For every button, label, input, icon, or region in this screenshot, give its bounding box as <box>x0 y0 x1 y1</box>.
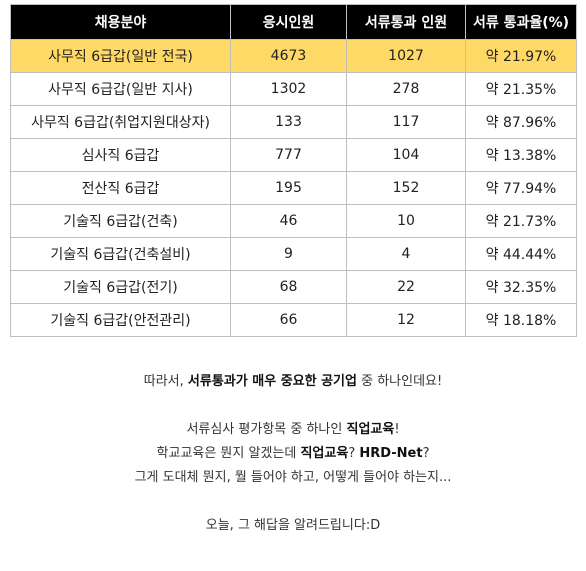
table-row: 심사직 6급갑 777 104 약 13.38% <box>10 138 577 172</box>
cell-field: 사무직 6급갑(취업지원대상자) <box>10 105 231 139</box>
header-passed: 서류통과 인원 <box>346 4 466 40</box>
cell-pass-rate: 약 77.94% <box>465 171 577 205</box>
text-span: ? <box>348 446 360 461</box>
cell-applicants: 4673 <box>230 39 347 73</box>
recruitment-table-container: 채용분야 응시인원 서류통과 인원 서류 통과율(%) 사무직 6급갑(일반 전… <box>10 4 577 337</box>
paragraph-3: 학교교육은 뭔지 알겠는데 직업교육? HRD-Net? <box>0 442 586 466</box>
cell-pass-rate: 약 32.35% <box>465 270 577 304</box>
paragraph-1: 따라서, 서류통과가 매우 중요한 공기업 중 하나인데요! <box>0 370 586 394</box>
cell-passed: 117 <box>346 105 466 139</box>
cell-applicants: 133 <box>230 105 347 139</box>
bold-text: 직업교육 <box>300 446 349 461</box>
cell-passed: 1027 <box>346 39 466 73</box>
cell-applicants: 46 <box>230 204 347 238</box>
cell-applicants: 9 <box>230 237 347 271</box>
cell-applicants: 68 <box>230 270 347 304</box>
bold-text: 서류통과가 매우 중요한 공기업 <box>187 374 357 389</box>
text-span: 중 하나인데요! <box>356 374 443 389</box>
table-row: 기술직 6급갑(건축설비) 9 4 약 44.44% <box>10 237 577 271</box>
table-body: 사무직 6급갑(일반 전국) 4673 1027 약 21.97% 사무직 6급갑(일반… <box>10 39 577 337</box>
bold-text: 직업교육 <box>346 422 395 437</box>
cell-pass-rate: 약 44.44% <box>465 237 577 271</box>
cell-field: 기술직 6급갑(건축설비) <box>10 237 231 271</box>
cell-field: 심사직 6급갑 <box>10 138 231 172</box>
cell-passed: 152 <box>346 171 466 205</box>
paragraph-2: 서류심사 평가항목 중 하나인 직업교육! <box>0 418 586 442</box>
cell-pass-rate: 약 13.38% <box>465 138 577 172</box>
cell-field: 전산직 6급갑 <box>10 171 231 205</box>
cell-applicants: 1302 <box>230 72 347 106</box>
table-row: 기술직 6급갑(안전관리) 66 12 약 18.18% <box>10 303 577 337</box>
cell-applicants: 66 <box>230 303 347 337</box>
cell-pass-rate: 약 21.73% <box>465 204 577 238</box>
header-applicants: 응시인원 <box>230 4 347 40</box>
header-field: 채용분야 <box>10 4 231 40</box>
recruitment-table: 채용분야 응시인원 서류통과 인원 서류 통과율(%) 사무직 6급갑(일반 전… <box>10 4 577 337</box>
cell-passed: 104 <box>346 138 466 172</box>
text-span: ! <box>394 422 400 437</box>
table-row: 기술직 6급갑(건축) 46 10 약 21.73% <box>10 204 577 238</box>
cell-pass-rate: 약 18.18% <box>465 303 577 337</box>
text-span: 학교교육은 뭔지 알겠는데 <box>156 446 301 461</box>
bold-text: HRD-Net <box>359 446 423 461</box>
table-row: 기술직 6급갑(전기) 68 22 약 32.35% <box>10 270 577 304</box>
cell-pass-rate: 약 21.97% <box>465 39 577 73</box>
table-row: 사무직 6급갑(일반 전국) 4673 1027 약 21.97% <box>10 39 577 73</box>
cell-passed: 4 <box>346 237 466 271</box>
cell-passed: 278 <box>346 72 466 106</box>
table-row: 전산직 6급갑 195 152 약 77.94% <box>10 171 577 205</box>
table-row: 사무직 6급갑(취업지원대상자) 133 117 약 87.96% <box>10 105 577 139</box>
text-span: ? <box>422 446 430 461</box>
cell-field: 기술직 6급갑(건축) <box>10 204 231 238</box>
cell-passed: 22 <box>346 270 466 304</box>
table-header-row: 채용분야 응시인원 서류통과 인원 서류 통과율(%) <box>10 4 577 40</box>
cell-passed: 10 <box>346 204 466 238</box>
cell-pass-rate: 약 87.96% <box>465 105 577 139</box>
cell-field: 사무직 6급갑(일반 지사) <box>10 72 231 106</box>
paragraph-4: 그게 도대체 뭔지, 뭘 들어야 하고, 어떻게 들어야 하는지... <box>134 470 452 485</box>
cell-field: 기술직 6급갑(전기) <box>10 270 231 304</box>
cell-applicants: 195 <box>230 171 347 205</box>
table-row: 사무직 6급갑(일반 지사) 1302 278 약 21.35% <box>10 72 577 106</box>
paragraph-5: 오늘, 그 해답을 알려드립니다:D <box>205 518 381 533</box>
cell-field: 기술직 6급갑(안전관리) <box>10 303 231 337</box>
cell-applicants: 777 <box>230 138 347 172</box>
cell-passed: 12 <box>346 303 466 337</box>
text-span: 서류심사 평가항목 중 하나인 <box>186 422 347 437</box>
cell-pass-rate: 약 21.35% <box>465 72 577 106</box>
article-text: 따라서, 서류통과가 매우 중요한 공기업 중 하나인데요! 서류심사 평가항목… <box>0 370 586 538</box>
header-pass-rate: 서류 통과율(%) <box>465 4 577 40</box>
text-span: 따라서, <box>143 374 188 389</box>
cell-field: 사무직 6급갑(일반 전국) <box>10 39 231 73</box>
